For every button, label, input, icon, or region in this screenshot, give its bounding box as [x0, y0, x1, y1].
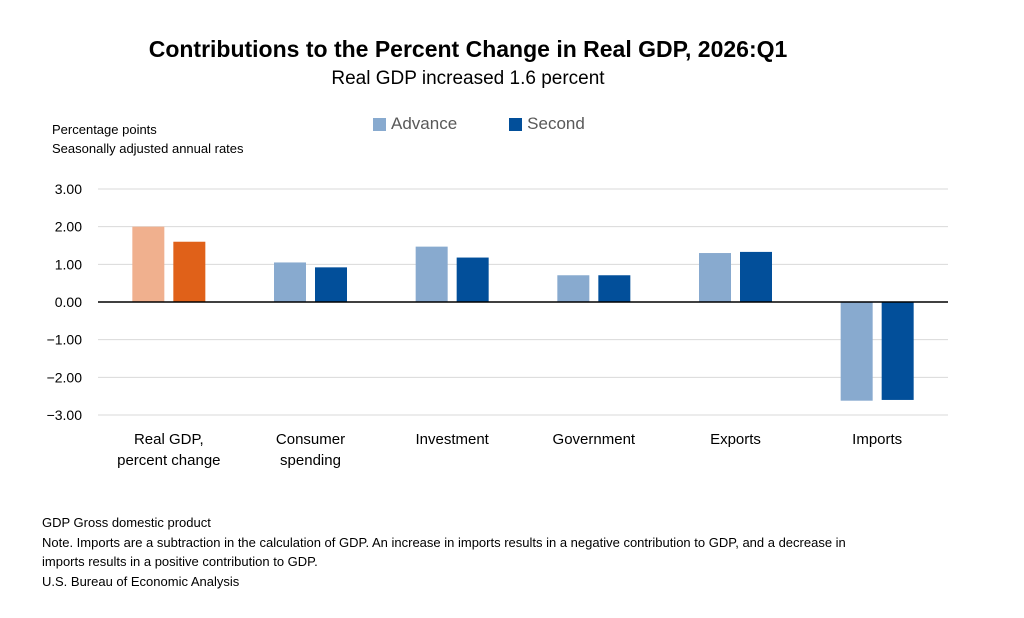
- bar-advance-1: [274, 262, 306, 302]
- y-tick-label: 1.00: [55, 256, 82, 272]
- x-category-label: Real GDP,: [134, 431, 204, 448]
- x-category-label: Imports: [852, 431, 902, 448]
- bar-chart: 3.00 2.00 1.00 0.00 −1.00 −2.00 −3.00 Real GDP,…: [47, 181, 948, 469]
- y-tick-label: −3.00: [47, 407, 83, 423]
- legend-item-second: Second: [509, 114, 585, 134]
- x-category-label: Investment: [415, 431, 489, 448]
- bar-advance-4: [699, 253, 731, 302]
- y-tick-label: −2.00: [47, 369, 83, 385]
- legend-item-advance: Advance: [373, 114, 457, 134]
- x-category-label: Exports: [710, 431, 761, 448]
- y-axis-rate-label: Seasonally adjusted annual rates: [52, 141, 244, 156]
- bar-second-4: [740, 251, 772, 302]
- bar-advance-2: [415, 246, 448, 302]
- footnote-abbreviation: GDP Gross domestic product: [42, 515, 211, 530]
- y-tick-label: 0.00: [55, 294, 82, 310]
- chart-legend: Advance Second: [373, 114, 637, 134]
- footnote-source: U.S. Bureau of Economic Analysis: [42, 573, 240, 589]
- x-category-label: percent change: [117, 452, 220, 469]
- legend-swatch-advance: [373, 117, 386, 131]
- bar-advance-3: [557, 275, 590, 302]
- legend-swatch-second: [509, 117, 523, 131]
- x-category-label: Consumer: [276, 431, 345, 448]
- bar-second-0: [173, 241, 206, 302]
- chart-subtitle: Real GDP increased 1.6 percent: [331, 68, 605, 89]
- y-tick-label: −1.00: [47, 332, 83, 348]
- y-axis-unit-label: Percentage points: [52, 122, 157, 137]
- x-category-label: spending: [280, 452, 341, 469]
- y-tick-label: 2.00: [55, 219, 82, 235]
- footnote-note: Note. Imports are a subtraction in the c…: [42, 534, 846, 570]
- legend-label-second: Second: [527, 114, 585, 133]
- footnotes: GDP Gross domestic product Note. Imports…: [42, 513, 882, 591]
- x-category-label: Government: [553, 431, 636, 448]
- bar-advance-5: [840, 302, 873, 401]
- bar-second-5: [881, 302, 914, 400]
- bar-advance-0: [132, 226, 165, 302]
- chart-title: Contributions to the Percent Change in R…: [148, 36, 788, 62]
- bar-second-3: [598, 275, 631, 302]
- y-tick-label: 3.00: [55, 181, 82, 197]
- bar-second-1: [315, 267, 347, 302]
- bar-second-2: [456, 257, 489, 302]
- legend-label-advance: Advance: [391, 114, 458, 133]
